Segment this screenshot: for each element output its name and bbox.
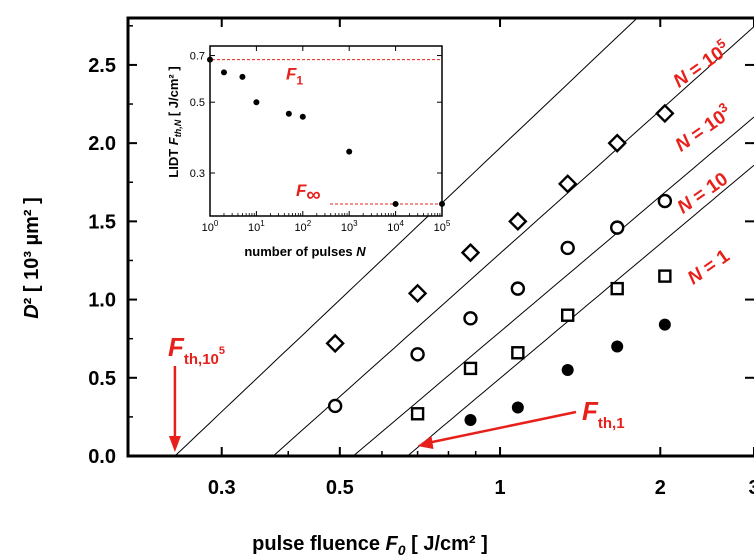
x-tick-label: 3 <box>748 477 754 499</box>
data-point-n1000 <box>609 220 625 235</box>
inset-y-tick-label: 0.3 <box>190 168 205 180</box>
y-axis-label: D² [ 10³ µm² ] <box>21 197 43 319</box>
data-point-n100000 <box>325 333 345 354</box>
inset-x-axis-label: number of pulses N <box>244 244 366 259</box>
inset-data-point <box>253 99 260 106</box>
fit-line <box>407 164 754 457</box>
y-tick-label: 2.5 <box>88 55 116 77</box>
inset-data-point <box>346 148 353 155</box>
inset-x-tick-label: 105 <box>434 219 451 234</box>
inset-data-point <box>439 200 445 207</box>
x-tick-label: 0.3 <box>208 477 236 499</box>
data-point-n100000 <box>508 211 528 232</box>
data-point-n10 <box>560 308 575 322</box>
data-point-n1 <box>611 340 624 353</box>
fth-high-arrow-head <box>168 436 181 452</box>
inset-data-point <box>239 73 246 80</box>
inset-x-tick-label: 101 <box>248 219 265 234</box>
x-tick-label: 0.5 <box>326 477 354 499</box>
data-point-n1 <box>561 363 574 376</box>
inset-y-tick-label: 0.7 <box>190 51 205 63</box>
inset-y-axis-label: LIDT Fth,N [ J/cm² ] <box>166 66 183 177</box>
inset-plot: 100 101 102 103 104 105 0.3 0.5 0.7 F1 F∞ <box>190 45 451 234</box>
y-tick-label: 1.5 <box>88 211 116 233</box>
main-axis-ticks: 0.0 0.5 1.0 1.5 2.0 2.5 0.3 0.5 1 2 3 <box>88 18 754 499</box>
fth-high-label: Fth,105 <box>168 332 225 368</box>
main-plot <box>126 16 754 458</box>
data-point-n1 <box>511 401 524 414</box>
data-point-n100000 <box>655 103 675 124</box>
data-point-n1000 <box>410 347 425 362</box>
data-points <box>325 103 675 427</box>
threshold-annotations: Fth,105 Fth,1 <box>168 332 625 452</box>
fit-line <box>352 116 754 457</box>
data-point-n10 <box>610 281 624 296</box>
inset-x-tick-label: 100 <box>202 219 219 234</box>
data-point-n100000 <box>460 242 481 263</box>
plot-frame <box>126 16 754 458</box>
inset-x-tick-label: 102 <box>294 219 311 234</box>
inset-data-point <box>285 110 292 117</box>
data-point-n10 <box>511 346 525 360</box>
y-tick-label: 0.5 <box>88 368 116 390</box>
y-tick-label: 1.0 <box>88 290 116 312</box>
x-tick-label: 2 <box>655 477 666 499</box>
data-point-n100000 <box>407 283 428 304</box>
fth-low-label: Fth,1 <box>582 396 625 432</box>
inset-frame <box>209 45 443 217</box>
data-point-n10 <box>658 269 672 283</box>
inset-x-tick-label: 104 <box>387 219 404 234</box>
fit-lines <box>174 17 754 457</box>
data-point-n100000 <box>607 133 627 153</box>
inset-data-point <box>392 200 399 207</box>
fth-low-arrow-head <box>417 436 434 449</box>
x-tick-label: 1 <box>494 477 505 499</box>
inset-reference-label: F1 <box>286 65 303 88</box>
data-point-n1 <box>658 318 671 331</box>
y-tick-label: 0.0 <box>88 446 116 468</box>
data-point-n1000 <box>510 281 526 296</box>
inset-x-tick-label: 103 <box>341 219 358 234</box>
fit-line <box>174 17 638 457</box>
y-tick-label: 2.0 <box>88 133 116 155</box>
data-point-n10 <box>410 407 425 421</box>
inset-data-point <box>207 56 213 63</box>
inset-y-tick-label: 0.5 <box>190 97 205 109</box>
fit-line <box>272 26 754 457</box>
inset-data-point <box>220 69 227 76</box>
data-point-n1 <box>464 414 477 427</box>
fth-low-arrow-shaft <box>427 410 577 445</box>
data-point-n10 <box>463 361 478 376</box>
data-point-n1000 <box>327 398 343 414</box>
data-point-n1000 <box>657 193 673 209</box>
data-point-n100000 <box>557 174 578 194</box>
inset-data-point <box>299 113 306 120</box>
inset-reference-label: F∞ <box>296 181 321 206</box>
x-axis-label: pulse fluence F0 [ J/cm² ] <box>252 533 488 556</box>
data-point-n1000 <box>560 240 575 256</box>
data-point-n1000 <box>463 311 478 326</box>
